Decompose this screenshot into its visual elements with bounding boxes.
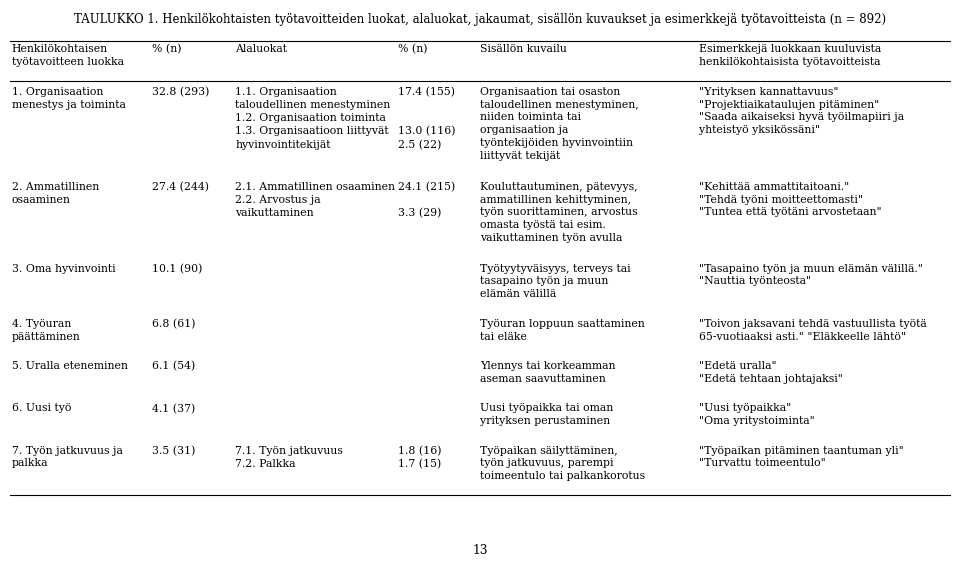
Text: "Edetä uralla"
"Edetä tehtaan johtajaksi": "Edetä uralla" "Edetä tehtaan johtajaksi… xyxy=(699,361,843,384)
Text: "Työpaikan pitäminen taantuman yli"
"Turvattu toimeentulo": "Työpaikan pitäminen taantuman yli" "Tur… xyxy=(699,446,903,468)
Text: 1.3. Organisaatioon liittyvät: 1.3. Organisaatioon liittyvät xyxy=(235,126,389,136)
Text: 13: 13 xyxy=(472,544,488,557)
Text: 1.8 (16): 1.8 (16) xyxy=(398,446,442,456)
Text: Sisällön kuvailu: Sisällön kuvailu xyxy=(480,44,566,54)
Text: "Tasapaino työn ja muun elämän välillä."
"Nauttia työnteosta": "Tasapaino työn ja muun elämän välillä."… xyxy=(699,264,923,287)
Text: 32.8 (293): 32.8 (293) xyxy=(152,87,209,97)
Text: Esimerkkejä luokkaan kuuluvista
henkilökohtaisista työtavoitteista: Esimerkkejä luokkaan kuuluvista henkilök… xyxy=(699,44,881,67)
Text: 6. Uusi työ: 6. Uusi työ xyxy=(12,404,71,413)
Text: 17.4 (155): 17.4 (155) xyxy=(398,87,455,97)
Text: 6.8 (61): 6.8 (61) xyxy=(152,319,195,329)
Text: 1. Organisaation
menestys ja toiminta: 1. Organisaation menestys ja toiminta xyxy=(12,87,126,110)
Text: TAULUKKO 1. Henkilökohtaisten työtavoitteiden luokat, alaluokat, jakaumat, sisäl: TAULUKKO 1. Henkilökohtaisten työtavoitt… xyxy=(74,13,886,26)
Text: Henkilökohtaisen
työtavoitteen luokka: Henkilökohtaisen työtavoitteen luokka xyxy=(12,44,124,67)
Text: "Yrityksen kannattavuus"
"Projektiaikataulujen pitäminen"
"Saada aikaiseksi hyvä: "Yrityksen kannattavuus" "Projektiaikata… xyxy=(699,87,904,135)
Text: Organisaation tai osaston
taloudellinen menestyminen,
niiden toiminta tai
organi: Organisaation tai osaston taloudellinen … xyxy=(480,87,638,161)
Text: 2.2. Arvostus ja: 2.2. Arvostus ja xyxy=(235,195,321,205)
Text: 3. Oma hyvinvointi: 3. Oma hyvinvointi xyxy=(12,264,115,274)
Text: Kouluttautuminen, pätevyys,
ammatillinen kehittyminen,
työn suorittaminen, arvos: Kouluttautuminen, pätevyys, ammatillinen… xyxy=(480,182,637,243)
Text: taloudellinen menestyminen: taloudellinen menestyminen xyxy=(235,100,391,110)
Text: 1.2. Organisaation toiminta: 1.2. Organisaation toiminta xyxy=(235,113,386,123)
Text: 13.0 (116): 13.0 (116) xyxy=(398,126,456,136)
Text: 7.1. Työn jatkuvuus: 7.1. Työn jatkuvuus xyxy=(235,446,343,456)
Text: Työpaikan säilyttäminen,
työn jatkuvuus, parempi
toimeentulo tai palkankorotus: Työpaikan säilyttäminen, työn jatkuvuus,… xyxy=(480,446,645,481)
Text: 2. Ammatillinen
osaaminen: 2. Ammatillinen osaaminen xyxy=(12,182,99,204)
Text: Ylennys tai korkeamman
aseman saavuttaminen: Ylennys tai korkeamman aseman saavuttami… xyxy=(480,361,615,384)
Text: 10.1 (90): 10.1 (90) xyxy=(152,264,202,274)
Text: 24.1 (215): 24.1 (215) xyxy=(398,182,456,192)
Text: 27.4 (244): 27.4 (244) xyxy=(152,182,208,192)
Text: "Uusi työpaikka"
"Oma yritystoiminta": "Uusi työpaikka" "Oma yritystoiminta" xyxy=(699,404,815,427)
Text: 2.5 (22): 2.5 (22) xyxy=(398,139,442,150)
Text: Työuran loppuun saattaminen
tai eläke: Työuran loppuun saattaminen tai eläke xyxy=(480,319,645,342)
Text: 2.1. Ammatillinen osaaminen: 2.1. Ammatillinen osaaminen xyxy=(235,182,396,192)
Text: 7.2. Palkka: 7.2. Palkka xyxy=(235,459,296,469)
Text: 1.1. Organisaation: 1.1. Organisaation xyxy=(235,87,337,97)
Text: 4. Työuran
päättäminen: 4. Työuran päättäminen xyxy=(12,319,81,342)
Text: 7. Työn jatkuvuus ja
palkka: 7. Työn jatkuvuus ja palkka xyxy=(12,446,122,468)
Text: 3.3 (29): 3.3 (29) xyxy=(398,208,442,219)
Text: 1.7 (15): 1.7 (15) xyxy=(398,459,442,469)
Text: Uusi työpaikka tai oman
yrityksen perustaminen: Uusi työpaikka tai oman yrityksen perust… xyxy=(480,404,613,427)
Text: Työtyytyväisyys, terveys tai
tasapaino työn ja muun
elämän välillä: Työtyytyväisyys, terveys tai tasapaino t… xyxy=(480,264,631,299)
Text: "Toivon jaksavani tehdä vastuullista työtä
65-vuotiaaksi asti." "Eläkkeelle läht: "Toivon jaksavani tehdä vastuullista työ… xyxy=(699,319,926,342)
Text: "Kehittää ammattitaitoani."
"Tehdä työni moitteettomasti"
"Tuntea että työtäni a: "Kehittää ammattitaitoani." "Tehdä työni… xyxy=(699,182,881,218)
Text: 6.1 (54): 6.1 (54) xyxy=(152,361,195,372)
Text: Alaluokat: Alaluokat xyxy=(235,44,287,54)
Text: % (n): % (n) xyxy=(152,44,181,54)
Text: 5. Uralla eteneminen: 5. Uralla eteneminen xyxy=(12,361,128,371)
Text: 4.1 (37): 4.1 (37) xyxy=(152,404,195,414)
Text: vaikuttaminen: vaikuttaminen xyxy=(235,208,314,218)
Text: 3.5 (31): 3.5 (31) xyxy=(152,446,195,456)
Text: % (n): % (n) xyxy=(398,44,428,54)
Text: hyvinvointitekijät: hyvinvointitekijät xyxy=(235,139,330,150)
